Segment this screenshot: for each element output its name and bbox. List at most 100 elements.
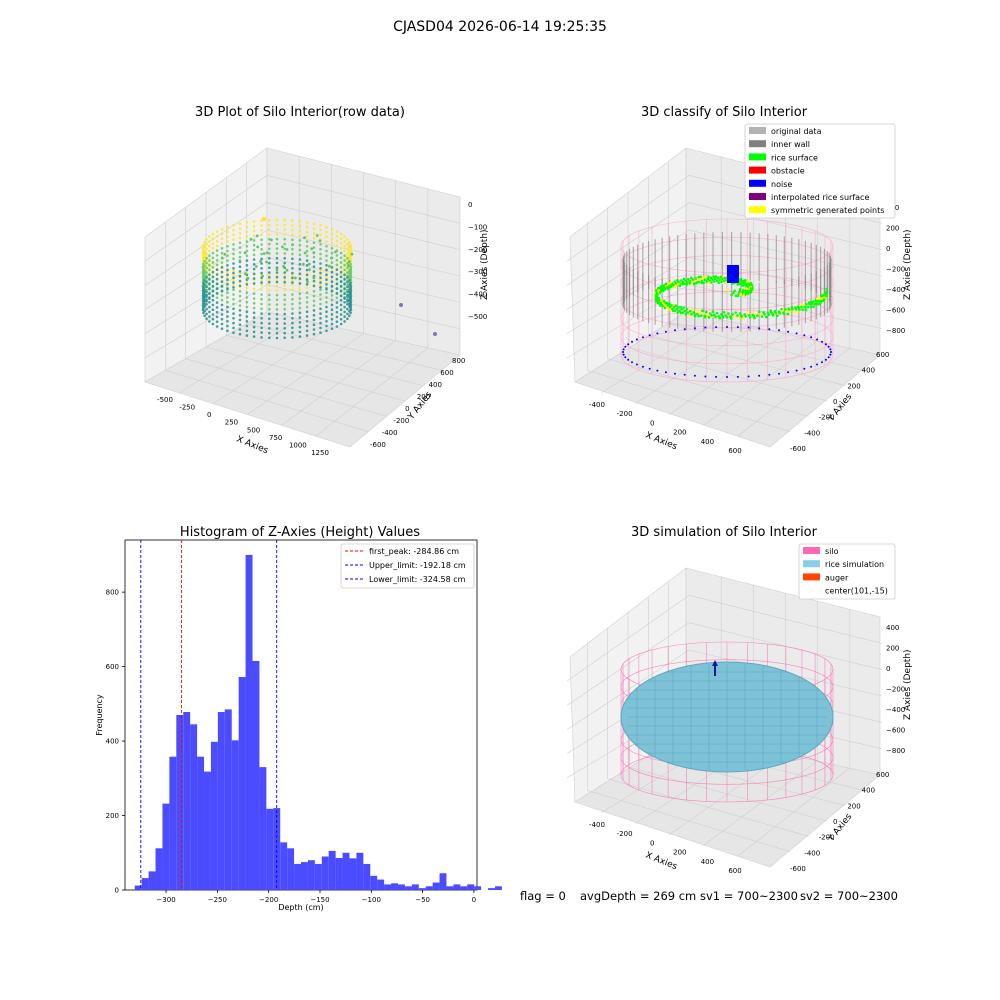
data-point (319, 288, 322, 292)
data-point (312, 304, 316, 307)
data-point (205, 317, 208, 321)
data-point (252, 229, 256, 233)
data-point (246, 276, 250, 280)
data-point (202, 258, 205, 261)
data-point (220, 290, 224, 293)
data-point (238, 270, 242, 273)
data-point (238, 241, 242, 245)
surface-point (664, 301, 668, 305)
data-point (339, 242, 343, 245)
data-point (283, 293, 287, 297)
noise-point (656, 369, 659, 372)
data-point (319, 228, 322, 232)
surface-point (677, 282, 680, 286)
surface-point (792, 310, 796, 314)
data-point (319, 307, 322, 311)
surface-point (745, 291, 748, 295)
histogram-bar (301, 862, 308, 890)
data-point (265, 260, 268, 264)
data-point (208, 305, 211, 309)
data-point (211, 275, 215, 279)
x-tick-label: −100 (362, 896, 381, 904)
data-point (319, 331, 322, 335)
data-point (252, 316, 256, 319)
data-point (275, 317, 279, 321)
tick-label: −800 (886, 327, 905, 335)
data-point (260, 297, 263, 301)
legend: original data inner wall rice surface obsta… (744, 123, 896, 219)
tick-label: -400 (804, 429, 820, 437)
data-point (275, 268, 279, 272)
data-point (252, 258, 256, 261)
data-point (349, 267, 352, 271)
histogram-bar (210, 741, 218, 890)
data-point (220, 232, 224, 236)
surface-point (668, 286, 672, 289)
data-point (343, 315, 346, 318)
silo-ring (620, 309, 834, 365)
data-point (252, 306, 256, 310)
data-point (244, 272, 247, 276)
data-point (335, 258, 339, 262)
data-point (208, 283, 211, 286)
data-point (260, 257, 263, 261)
data-point (305, 240, 309, 243)
data-point (298, 292, 302, 296)
data-point (215, 325, 219, 328)
data-point (291, 238, 294, 241)
data-point (298, 277, 302, 280)
data-point (268, 317, 271, 321)
data-point (335, 315, 339, 319)
data-point (245, 225, 249, 229)
surface-point (658, 298, 661, 302)
data-point (226, 300, 229, 304)
surface-point (737, 316, 740, 319)
data-point (325, 245, 328, 248)
data-point (343, 240, 346, 243)
data-point (325, 283, 328, 286)
data-point (335, 239, 339, 243)
data-point (312, 323, 316, 327)
data-point (260, 293, 263, 296)
surface-point (676, 278, 679, 282)
tick-label: -600 (790, 445, 806, 453)
noise-point (622, 348, 625, 351)
surface-point (708, 279, 711, 282)
data-point (291, 312, 294, 315)
data-point (205, 274, 208, 278)
surface-point (682, 277, 686, 281)
data-point (283, 284, 287, 287)
surface-point (691, 308, 694, 311)
x-tick-label: −300 (156, 896, 175, 904)
surface-point (771, 314, 775, 317)
surface-point (674, 304, 678, 308)
data-point (346, 276, 349, 279)
data-point (305, 305, 309, 309)
surface-point (724, 314, 728, 317)
noise-point (824, 358, 827, 361)
tick-label: -400 (804, 849, 820, 857)
data-point (346, 247, 349, 251)
data-point (282, 264, 285, 268)
data-point (312, 299, 316, 303)
data-point (319, 257, 322, 261)
panel-sim-title: 3D simulation of Silo Interior (631, 525, 818, 540)
data-point (330, 308, 334, 312)
surface-point (730, 282, 734, 286)
data-point (283, 218, 287, 222)
data-point (238, 222, 242, 226)
surface-point (696, 312, 699, 316)
tick-label: 0 (405, 405, 409, 413)
x-tick-label: −250 (208, 896, 227, 904)
tick-label: 200 (673, 429, 686, 437)
data-point (349, 301, 352, 304)
data-point (205, 276, 208, 279)
data-point (220, 303, 224, 307)
data-point (211, 232, 215, 236)
data-point (349, 311, 352, 315)
data-point (211, 237, 215, 241)
data-point (202, 296, 205, 299)
surface-point (808, 303, 811, 306)
histogram-bar (335, 857, 343, 890)
